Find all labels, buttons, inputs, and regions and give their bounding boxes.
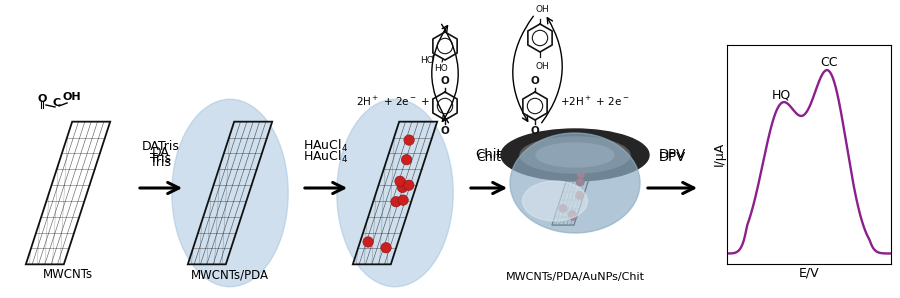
Circle shape	[403, 180, 414, 190]
Circle shape	[391, 196, 401, 207]
Text: 2H$^+$ + 2e$^-$ +: 2H$^+$ + 2e$^-$ +	[356, 95, 430, 108]
Circle shape	[575, 191, 583, 199]
Ellipse shape	[501, 129, 649, 181]
Text: HO: HO	[420, 56, 435, 65]
Circle shape	[576, 178, 584, 186]
Text: OH: OH	[536, 5, 549, 14]
Circle shape	[397, 182, 408, 193]
Y-axis label: I/μA: I/μA	[713, 142, 725, 166]
Circle shape	[404, 135, 414, 145]
Circle shape	[395, 176, 405, 187]
Text: O: O	[531, 126, 539, 136]
Ellipse shape	[510, 133, 640, 233]
Text: Tris: Tris	[150, 156, 172, 169]
Circle shape	[398, 195, 409, 205]
Text: MWCNTs/PDA/AuNPs/Chit: MWCNTs/PDA/AuNPs/Chit	[506, 272, 644, 282]
Text: O: O	[37, 94, 47, 104]
Ellipse shape	[172, 99, 288, 287]
Circle shape	[381, 243, 392, 253]
Text: +2H$^+$ + 2e$^-$: +2H$^+$ + 2e$^-$	[560, 95, 630, 108]
Text: DATris: DATris	[142, 140, 180, 153]
Text: Chit: Chit	[476, 151, 501, 164]
Text: DPV: DPV	[659, 148, 686, 161]
Circle shape	[568, 210, 576, 218]
Text: HQ: HQ	[771, 88, 791, 101]
Circle shape	[401, 154, 412, 165]
Text: CC: CC	[820, 56, 838, 69]
Ellipse shape	[523, 181, 588, 221]
Ellipse shape	[520, 137, 630, 173]
Text: C: C	[53, 98, 61, 108]
Text: MWCNTs: MWCNTs	[43, 268, 93, 281]
X-axis label: E/V: E/V	[799, 266, 819, 280]
Text: DPV: DPV	[659, 151, 686, 164]
Circle shape	[559, 204, 567, 212]
Text: O: O	[531, 76, 539, 86]
Text: O: O	[441, 126, 449, 136]
Text: OH: OH	[536, 62, 549, 71]
Text: DA: DA	[152, 146, 170, 159]
Text: OH: OH	[63, 92, 81, 102]
Circle shape	[569, 212, 577, 221]
Text: HO: HO	[434, 64, 448, 73]
Text: HAuCl$_4$: HAuCl$_4$	[303, 149, 348, 165]
Text: Tris: Tris	[150, 152, 172, 165]
Text: Chit: Chit	[475, 148, 502, 161]
Ellipse shape	[337, 99, 454, 287]
Circle shape	[577, 170, 585, 178]
Ellipse shape	[536, 143, 614, 167]
Circle shape	[363, 237, 374, 247]
Text: HAuCl$_4$: HAuCl$_4$	[303, 138, 348, 154]
Text: O: O	[441, 76, 449, 86]
Text: MWCNTs/PDA: MWCNTs/PDA	[191, 268, 269, 281]
